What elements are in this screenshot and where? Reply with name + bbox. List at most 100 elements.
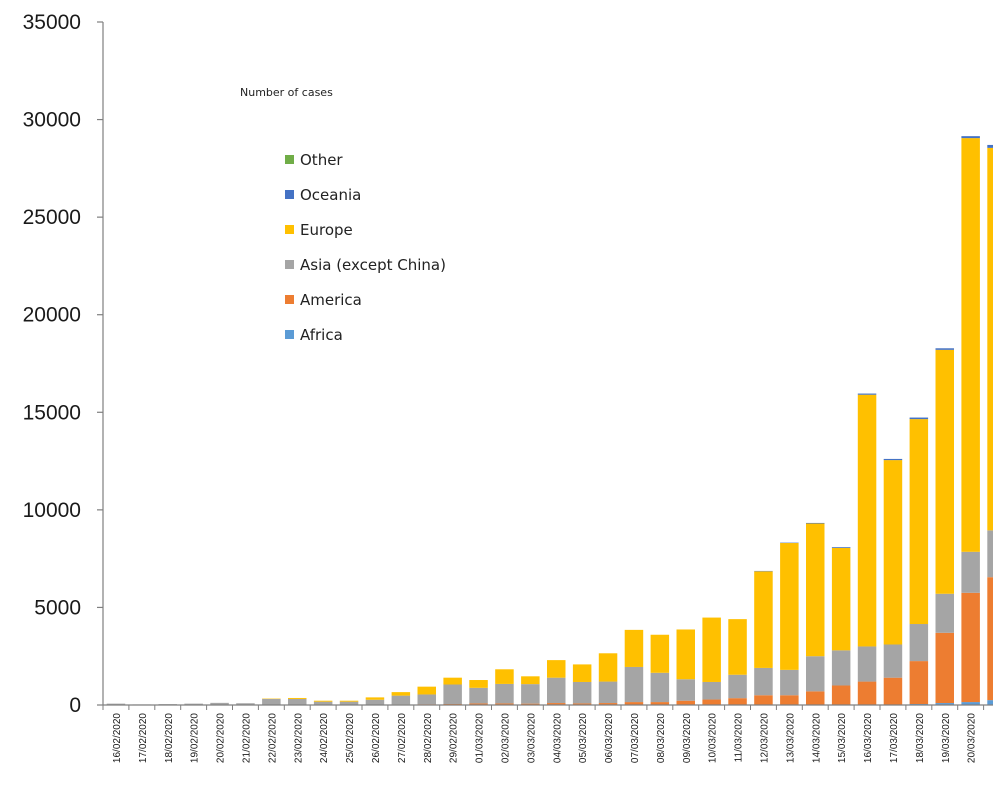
- bar-segment-asia-except-china: [806, 656, 825, 692]
- bar-segment-oceania: [883, 458, 903, 461]
- bar-segment-europe: [572, 664, 592, 682]
- legend-label: Asia (except China): [300, 256, 446, 274]
- bar-segment-europe: [987, 147, 993, 531]
- x-tick-label: 18/03/2020: [915, 713, 926, 763]
- bar-segment-asia-except-china: [417, 694, 436, 705]
- bar-segment-europe: [754, 571, 773, 668]
- x-tick-label: 03/03/2020: [526, 713, 537, 763]
- bar-segment-oceania: [909, 417, 929, 420]
- bar-segment-asia-except-china: [702, 681, 721, 700]
- bar-segment-america: [650, 702, 670, 705]
- bar-segment-europe: [391, 692, 411, 696]
- legend-label: Africa: [300, 326, 343, 344]
- x-tick-label: 22/02/2020: [267, 713, 278, 763]
- bar-segment-america: [521, 703, 540, 705]
- bar-segment-america: [780, 695, 799, 705]
- legend-swatch: [285, 260, 294, 269]
- y-tick-label: 25000: [23, 206, 81, 229]
- bar-segment-america: [935, 632, 954, 704]
- bar-segment-asia-except-china: [857, 646, 877, 682]
- x-tick-label: 12/03/2020: [759, 713, 770, 763]
- bar-segment-asia-except-china: [598, 681, 618, 704]
- x-tick-label: 16/03/2020: [863, 713, 874, 763]
- bar-segment-asia-except-china: [780, 669, 799, 696]
- bar-segment-asia-except-china: [236, 703, 255, 705]
- bar-segment-america: [624, 702, 644, 705]
- x-tick-label: 17/02/2020: [138, 713, 149, 763]
- y-tick-label: 10000: [23, 499, 81, 522]
- bar-segment-asia-except-china: [624, 666, 644, 703]
- bar-segment-america: [883, 677, 903, 705]
- x-tick-label: 11/03/2020: [734, 713, 745, 763]
- bar-segment-america: [572, 703, 592, 705]
- bar-segment-america: [547, 703, 566, 705]
- bar-segment-europe: [831, 547, 851, 651]
- x-tick-label: 17/03/2020: [889, 713, 900, 763]
- y-tick-label: 0: [69, 694, 81, 717]
- legend-swatch: [285, 330, 294, 339]
- x-tick-label: 29/02/2020: [449, 713, 460, 763]
- x-tick-label: 28/02/2020: [423, 713, 434, 763]
- bar-segment-asia-except-china: [650, 672, 670, 703]
- x-tick-label: 04/03/2020: [552, 713, 563, 763]
- legend-label: Europe: [300, 221, 353, 239]
- bar-segment-asia-except-china: [676, 679, 695, 701]
- bar-segment-america: [469, 703, 488, 705]
- bar-segment-asia-except-china: [339, 701, 359, 705]
- bar-segment-europe: [935, 349, 954, 594]
- bar-segment-america: [728, 698, 747, 705]
- x-tick-label: 24/02/2020: [319, 713, 330, 763]
- bar-segment-europe: [883, 460, 903, 645]
- x-tick-label: 21/02/2020: [241, 713, 252, 763]
- bar-segment-europe: [547, 660, 566, 678]
- bar-segment-oceania: [935, 348, 954, 350]
- legend-swatch: [285, 190, 294, 199]
- bar-segment-america: [676, 700, 695, 705]
- x-tick-label: 26/02/2020: [371, 713, 382, 763]
- bar-segment-america: [909, 661, 929, 705]
- bar-segment-europe: [495, 669, 514, 684]
- bar-segment-europe: [857, 394, 877, 647]
- x-tick-label: 20/03/2020: [967, 713, 978, 763]
- bar-segment-america: [754, 695, 773, 705]
- bar-segment-europe: [624, 629, 644, 667]
- x-axis: 16/02/2020 17/02/2020 18/02/2020 19/02/2020…: [102, 704, 993, 763]
- bar-segment-asia-except-china: [210, 702, 229, 705]
- bar-segment-europe: [443, 677, 462, 685]
- x-tick-label: 15/03/2020: [837, 713, 848, 763]
- bar-segment-oceania: [831, 547, 851, 548]
- bar-segment-asia-except-china: [987, 530, 993, 578]
- bar-segment-europe: [806, 523, 825, 657]
- bar-segment-europe: [469, 680, 488, 688]
- bar-segment-america: [702, 699, 721, 705]
- bar-segment-europe: [417, 686, 436, 695]
- bar-segment-oceania: [806, 522, 825, 524]
- bar-segment-asia-except-china: [365, 699, 385, 705]
- bar-segment-europe: [780, 543, 799, 670]
- x-tick-label: 10/03/2020: [708, 713, 719, 763]
- bar-segment-asia-except-china: [262, 698, 281, 705]
- bar-segment-asia-except-china: [883, 644, 903, 678]
- bar-segment-oceania: [961, 136, 980, 139]
- bar-segment-europe: [313, 700, 333, 702]
- x-tick-label: 08/03/2020: [656, 713, 667, 763]
- x-tick-label: 05/03/2020: [578, 713, 589, 763]
- bar-segment-asia-except-china: [495, 683, 514, 704]
- chart-title-text: Number of cases: [240, 86, 333, 99]
- bar-segment-europe: [365, 697, 385, 700]
- bar-segment-america: [495, 703, 514, 705]
- bar-segment-europe: [909, 419, 929, 625]
- bar-segment-europe: [676, 629, 695, 680]
- bar-segment-europe: [961, 138, 980, 552]
- bar-segment-asia-except-china: [754, 667, 773, 696]
- x-tick-label: 13/03/2020: [785, 713, 796, 763]
- legend-swatch: [285, 295, 294, 304]
- y-tick-label: 30000: [23, 109, 81, 132]
- bar-segment-asia-except-china: [728, 674, 747, 699]
- bar-segment-oceania: [987, 144, 993, 148]
- bar-segment-asia-except-china: [909, 624, 929, 662]
- bar-segment-africa: [935, 703, 954, 705]
- x-tick-label: 19/03/2020: [941, 713, 952, 763]
- bar-segment-asia-except-china: [288, 698, 307, 705]
